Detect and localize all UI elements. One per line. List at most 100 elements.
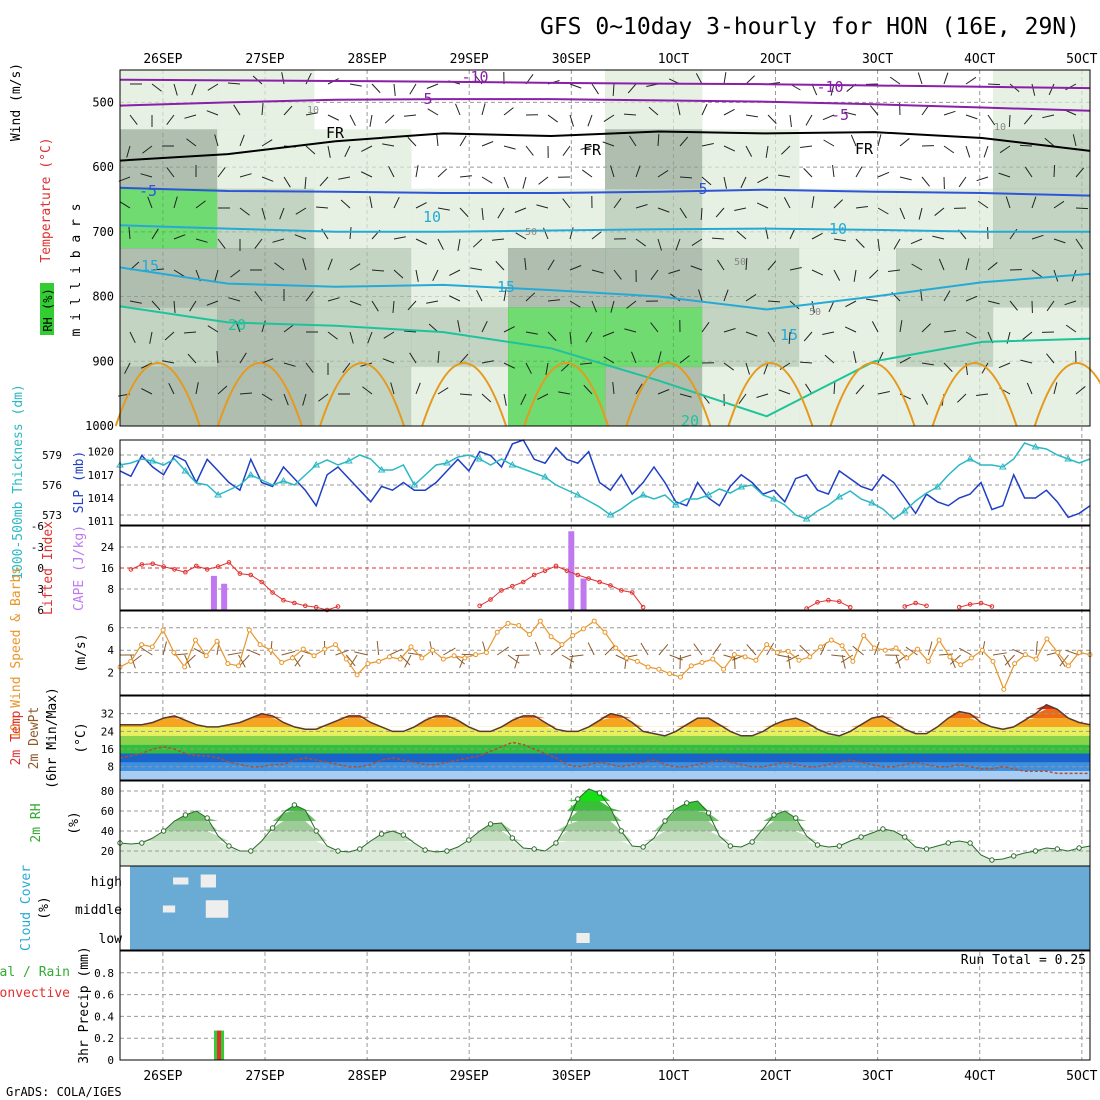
wind10m-barb <box>247 649 261 656</box>
wind10m-barb <box>604 644 616 656</box>
wind-barb <box>207 325 219 333</box>
wind-barb <box>610 165 615 178</box>
wind-barb <box>476 290 483 302</box>
wind-barb <box>921 323 931 333</box>
wind-barb <box>327 145 331 158</box>
wind-barb <box>799 361 813 364</box>
wind-barb <box>977 200 989 209</box>
wind-barb <box>562 198 571 209</box>
wind-barb <box>166 114 175 125</box>
rh2m-point <box>160 828 167 834</box>
wind-barb <box>393 269 404 279</box>
wind10m-barb <box>389 648 403 656</box>
wind-barb <box>581 169 593 178</box>
wind-barb <box>756 202 769 209</box>
thickness-point <box>606 511 615 518</box>
wind-barb <box>957 393 967 403</box>
lifted-index-point <box>128 567 134 572</box>
wind-barb <box>371 300 379 312</box>
wind10m-barb <box>1035 641 1038 656</box>
wind-barb <box>437 168 448 178</box>
wind-barb <box>889 76 901 85</box>
warm-layer-contour <box>216 362 303 427</box>
wind-barb <box>562 145 571 157</box>
wind10m-point <box>559 642 565 648</box>
wind-barb <box>415 165 419 178</box>
wind-barb <box>580 362 593 365</box>
rh-shade-cell <box>993 366 1091 427</box>
wind-barb <box>789 300 800 310</box>
wind-barb <box>239 134 245 147</box>
wind10m-point <box>1055 649 1061 655</box>
wind-barb <box>781 145 791 155</box>
wind-barb <box>338 176 351 180</box>
wind-barb <box>369 114 373 127</box>
wind10m-unit-label: (m/s) <box>74 633 89 672</box>
wind-barb <box>459 393 472 396</box>
wind-barb <box>1020 359 1033 364</box>
wind-barb <box>999 145 1011 154</box>
wind-barb <box>1053 382 1058 395</box>
lifted-index-point <box>477 603 482 609</box>
thickness-point <box>508 461 517 468</box>
wind-barb <box>327 297 340 302</box>
wind-barb <box>767 114 777 124</box>
wind10m-point <box>516 623 522 629</box>
wind-barb <box>855 206 868 209</box>
rh-shade-cell <box>993 129 1091 190</box>
rh-shade-cell <box>411 188 509 249</box>
thickness-tick-label: 576 <box>42 479 62 492</box>
wind-barb <box>918 207 923 220</box>
wind10m-point <box>365 661 371 667</box>
wind-barb <box>560 362 571 372</box>
wind-barb <box>910 238 923 245</box>
wind10m-barb <box>786 654 800 662</box>
wind-barb <box>119 201 131 209</box>
rh2m-point <box>575 796 581 802</box>
wind-barb <box>305 291 314 302</box>
wind10m-point <box>882 647 888 653</box>
wind-barb <box>525 292 536 302</box>
wind10m-point <box>376 658 382 664</box>
rh-shade-cell <box>120 366 218 427</box>
wind10m-point <box>1012 661 1018 667</box>
wind-barb <box>217 238 226 249</box>
wind10m-point <box>289 655 295 661</box>
cape-bar <box>568 531 575 610</box>
wind-barb <box>1072 134 1077 147</box>
pressure-tick-label: 700 <box>92 225 114 239</box>
wind-barb <box>1053 164 1056 178</box>
wind-barb <box>587 114 593 127</box>
wind-barb <box>613 197 622 209</box>
wind10m-panel: 6 4 2 10m Wind Speed & Barbs (m/s) <box>9 567 1093 739</box>
rh2m-point <box>487 821 494 827</box>
wind-barb <box>998 172 1011 178</box>
wind10m-barb <box>1004 654 1015 666</box>
wind10m-point <box>473 652 479 658</box>
wind-barb <box>191 83 197 96</box>
wind-barb <box>853 351 857 364</box>
wind-barb <box>214 134 219 147</box>
wind-barb <box>811 300 815 313</box>
wind-barb <box>283 393 289 406</box>
lifted-index-point <box>640 604 646 610</box>
wind-barb <box>207 83 219 91</box>
wind-barb <box>254 238 263 249</box>
wind-barb <box>382 143 395 147</box>
thickness-point <box>377 466 386 473</box>
wind10m-point <box>139 642 145 648</box>
wind-barb <box>869 269 879 279</box>
rh2m-point <box>705 810 712 816</box>
rh-shade-cell <box>411 366 509 427</box>
wind-barb <box>1044 137 1055 147</box>
rh2m-point <box>182 812 189 818</box>
thickness-point <box>868 499 876 506</box>
rh-shade-cell <box>702 129 800 190</box>
wind-barb <box>305 72 312 85</box>
wind-barb <box>921 393 929 405</box>
wind-barb <box>342 362 351 373</box>
wind-barb <box>723 145 736 152</box>
wind-barb <box>305 145 316 155</box>
wind-barb <box>404 330 417 333</box>
wind-barb <box>767 260 777 271</box>
